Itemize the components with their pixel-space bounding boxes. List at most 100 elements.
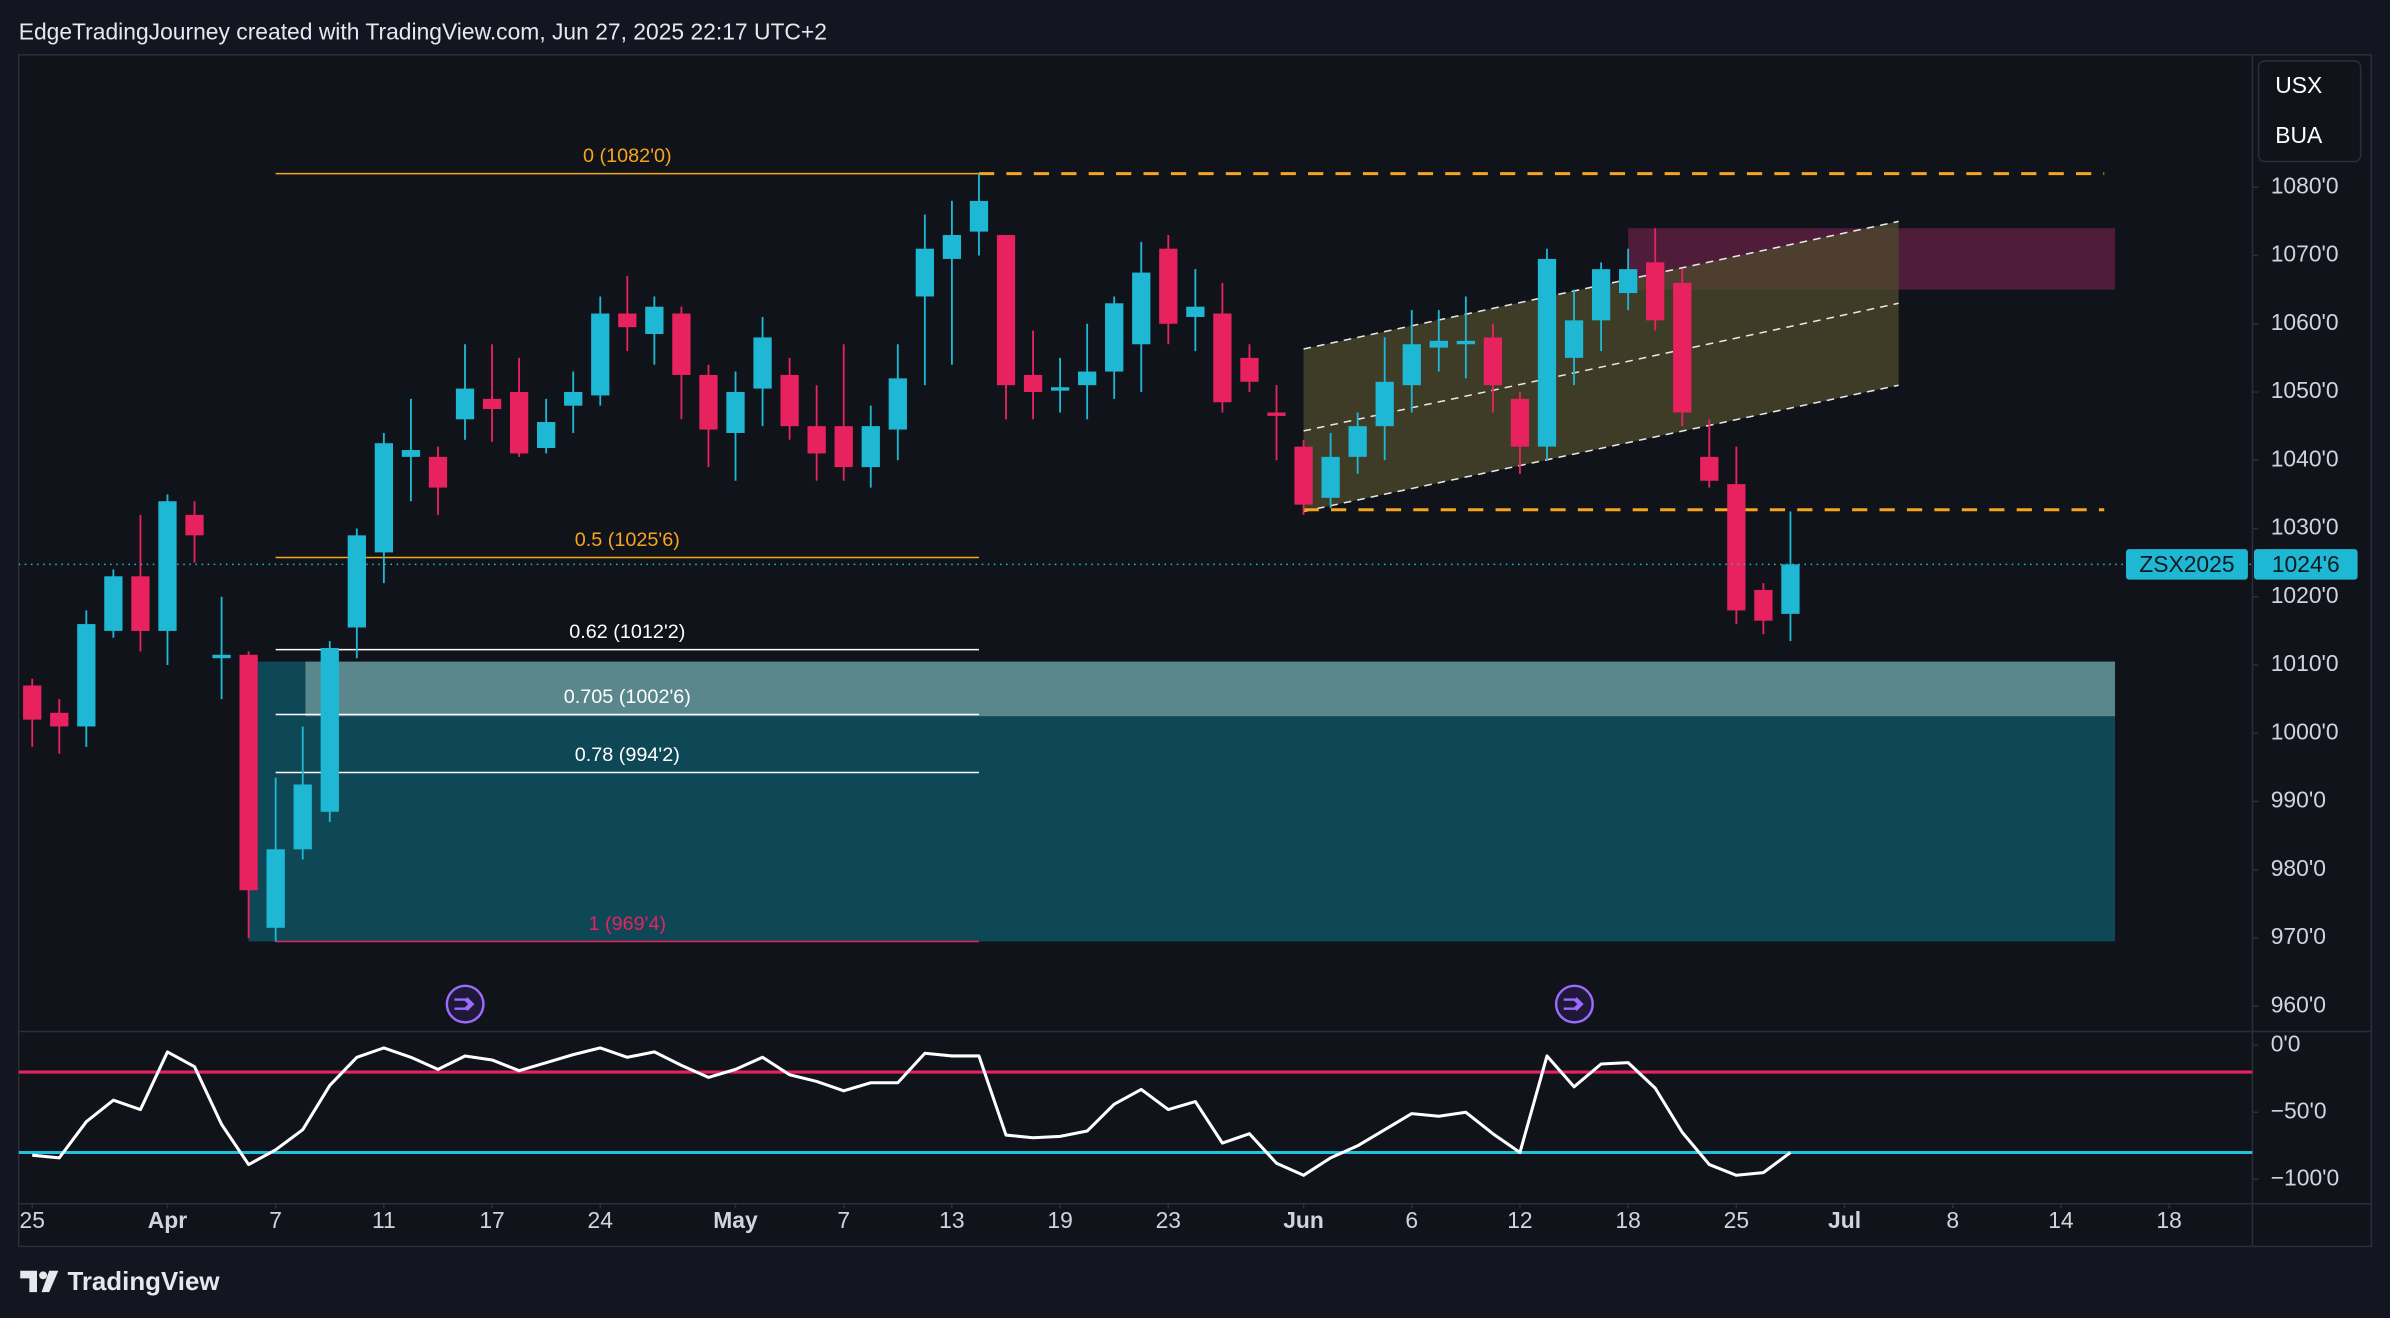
x-tick-label: 7: [269, 1207, 282, 1233]
candle-body: [1267, 412, 1286, 416]
y-tick-label: 1050'0: [2271, 377, 2339, 403]
y-tick-label: 1010'0: [2271, 650, 2339, 676]
x-tick-label: Jul: [1828, 1207, 1861, 1233]
candle-body: [699, 374, 718, 430]
candle-body: [1754, 589, 1773, 621]
candle-body: [1727, 484, 1746, 611]
fib-label: 1 (969'4): [589, 913, 667, 935]
candle-body: [158, 501, 177, 631]
candle-body: [753, 337, 772, 389]
candle-body: [347, 535, 366, 628]
candle-body: [77, 624, 96, 727]
x-tick-label: 12: [1507, 1207, 1532, 1233]
fib-label: 0.78 (994'2): [575, 744, 680, 766]
legend-item[interactable]: BUA: [2275, 122, 2323, 148]
tradingview-logo: [20, 1270, 59, 1293]
candle-body: [1402, 344, 1421, 386]
x-tick-label: 18: [2156, 1207, 2181, 1233]
candle-body: [888, 378, 907, 430]
candle-body: [996, 235, 1016, 386]
candle-body: [1321, 456, 1340, 498]
candle-body: [915, 248, 935, 297]
y-tick-label: 980'0: [2271, 855, 2326, 881]
candle-body: [537, 422, 556, 448]
x-tick-label: 7: [837, 1207, 850, 1233]
channel-line: [1303, 302, 1899, 432]
candle-body: [239, 654, 258, 891]
x-tick-label: Apr: [148, 1207, 187, 1233]
fib-label: 0.705 (1002'6): [564, 686, 691, 708]
main-pane: 0 (1082'0) 0.5 (1025'6) 0.62 (1012'2) 0.705…: [18, 145, 2253, 943]
candle-body: [1483, 337, 1503, 386]
candle-body: [266, 849, 285, 928]
legend-item[interactable]: USX: [2275, 72, 2322, 98]
candle-body: [834, 426, 853, 468]
candle-body: [1429, 340, 1448, 348]
candle-body: [645, 306, 664, 335]
candle-body: [1105, 303, 1124, 372]
candle-body: [1564, 320, 1584, 358]
price-tag-label: 1024'6: [2272, 551, 2340, 577]
candle-body: [1673, 282, 1692, 413]
candle-body: [726, 392, 745, 433]
x-tick-label: 14: [2048, 1207, 2074, 1233]
candle-body: [1700, 456, 1719, 481]
candle-body: [861, 426, 880, 468]
y-tick-label: 1040'0: [2271, 445, 2339, 471]
y-tick-label: 960'0: [2271, 991, 2326, 1017]
y-tick-label: 1070'0: [2271, 241, 2339, 267]
x-tick-label: 25: [1724, 1207, 1749, 1233]
candle-body: [564, 392, 583, 406]
candle-body: [1159, 248, 1178, 324]
osc-y-tick-label: −100'0: [2271, 1164, 2340, 1190]
x-tick-label: 19: [1047, 1207, 1072, 1233]
symbol-tag: [2125, 549, 2248, 580]
candle-body: [50, 712, 69, 727]
y-tick-label: 1020'0: [2271, 582, 2339, 608]
osc-y-tick-label: −50'0: [2271, 1097, 2327, 1123]
candle-body: [1240, 357, 1259, 382]
x-tick-label: 18: [1615, 1207, 1640, 1233]
candle-body: [455, 388, 475, 420]
event-icon[interactable]: [1554, 984, 1594, 1024]
candle-body: [1591, 269, 1611, 321]
candle-body: [374, 443, 394, 553]
fib-label: 0.5 (1025'6): [575, 529, 680, 551]
y-tick-label: 1000'0: [2271, 718, 2339, 744]
x-tick-label: 23: [1156, 1207, 1181, 1233]
legend-box: [2257, 60, 2362, 163]
axes: 960'0 970'0 980'0 990'0 1000'0 1010'0 1020'0 10…: [20, 172, 2358, 1233]
candle-body: [104, 576, 123, 631]
candle-body: [131, 576, 150, 631]
candle-body: [509, 392, 529, 454]
x-tick-label: May: [713, 1207, 758, 1233]
footer-brand: TradingView: [67, 1268, 220, 1296]
candle-body: [1132, 272, 1151, 345]
oscillator-line: [32, 1046, 1792, 1177]
event-icon[interactable]: [445, 984, 485, 1024]
x-tick-label: 25: [20, 1207, 45, 1233]
candle-body: [482, 398, 502, 410]
x-tick-label: 11: [372, 1207, 396, 1233]
y-tick-label: 1060'0: [2271, 309, 2339, 335]
candle-body: [1294, 446, 1313, 505]
candle-body: [807, 426, 826, 454]
y-tick-label: 990'0: [2271, 787, 2326, 813]
candle-body: [780, 374, 799, 427]
candle-body: [942, 235, 962, 259]
candle-body: [23, 685, 42, 720]
candle-body: [1078, 371, 1097, 386]
header: EdgeTradingJourney created with TradingV…: [19, 19, 827, 45]
candle-body: [1348, 426, 1367, 457]
x-tick-label: Jun: [1283, 1207, 1324, 1233]
x-tick-label: 13: [939, 1207, 964, 1233]
candle-body: [401, 450, 421, 457]
y-tick-label: 1080'0: [2271, 172, 2339, 198]
candle-body: [428, 456, 448, 488]
candle-body: [1186, 306, 1205, 317]
candle-body: [1050, 387, 1070, 391]
candle-body: [1375, 381, 1394, 427]
candle-body: [1213, 313, 1232, 403]
